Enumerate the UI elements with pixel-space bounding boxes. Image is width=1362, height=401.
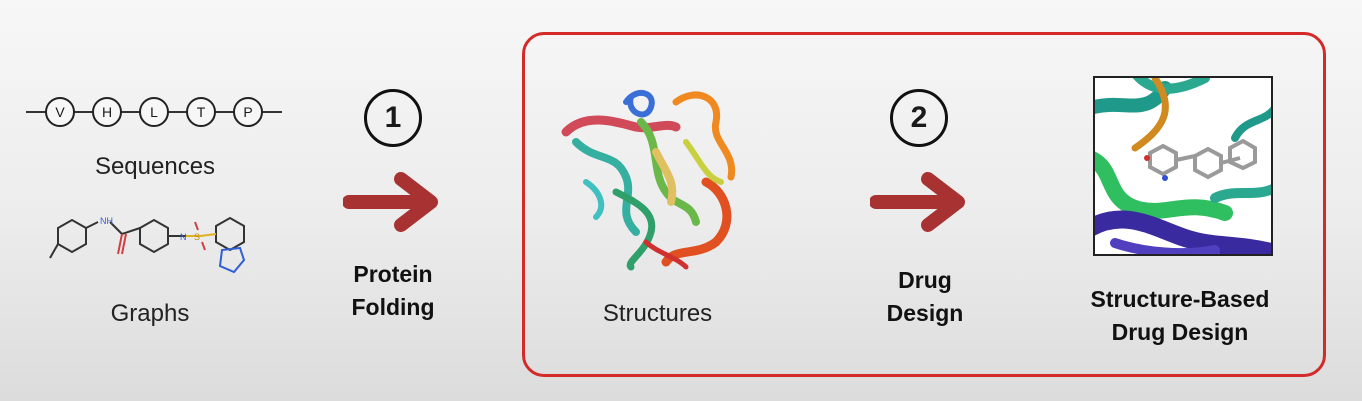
result-label-line2: Drug Design — [1111, 319, 1249, 345]
residue-node: T — [186, 97, 216, 127]
step-1-badge: 1 — [364, 89, 422, 147]
step-2-label-line1: Drug — [898, 267, 952, 293]
highlight-frame — [522, 32, 1326, 377]
svg-text:S: S — [194, 232, 200, 242]
step-1-label-line2: Folding — [351, 294, 435, 320]
svg-text:N: N — [180, 232, 187, 242]
protein-structure-image — [561, 90, 736, 271]
step-2-label: Drug Design — [855, 264, 995, 330]
sequences-label: Sequences — [94, 153, 216, 180]
step-2-label-line2: Design — [886, 300, 964, 326]
residue-node: H — [92, 97, 122, 127]
svg-text:NH: NH — [100, 216, 113, 226]
structures-label: Structures — [602, 300, 713, 327]
ligand-binding-image — [1095, 78, 1271, 254]
step-2-badge: 2 — [890, 89, 948, 147]
residue-node: P — [233, 97, 263, 127]
step-1-label: Protein Folding — [318, 258, 468, 324]
residue-node: L — [139, 97, 169, 127]
right-arrow-icon — [870, 172, 965, 232]
result-label-line1: Structure-Based — [1090, 286, 1270, 312]
graphs-label: Graphs — [110, 300, 190, 327]
right-arrow-icon — [343, 172, 438, 232]
result-label: Structure-Based Drug Design — [1060, 283, 1300, 349]
residue-node: V — [45, 97, 75, 127]
step-1-label-line1: Protein — [353, 261, 433, 287]
molecule-graph-icon: NH N S — [49, 216, 246, 274]
docking-image-frame — [1093, 76, 1273, 256]
